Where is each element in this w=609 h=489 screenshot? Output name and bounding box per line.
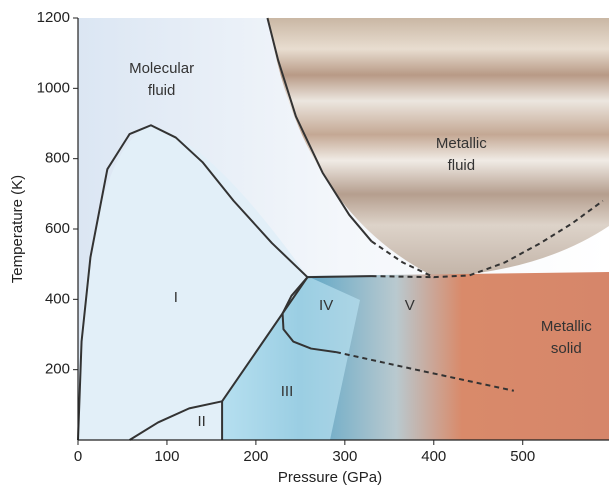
y-tick-label: 600 <box>45 220 70 237</box>
y-tick-label: 800 <box>45 150 70 167</box>
region-label: V <box>405 297 415 314</box>
x-tick-label: 400 <box>421 448 446 465</box>
chart: Pressure (GPa) Temperature (K) 0 100 200 30… <box>0 0 609 489</box>
x-tick-label: 200 <box>243 448 268 465</box>
x-axis-label: Pressure (GPa) <box>278 469 382 486</box>
phase-boundary <box>307 276 371 277</box>
x-tick-label: 100 <box>154 448 179 465</box>
region-label: Molecular <box>129 60 194 77</box>
y-axis-label: Temperature (K) <box>9 175 26 283</box>
y-tick-label: 400 <box>45 290 70 307</box>
y-tick-label: 1000 <box>37 79 70 96</box>
region-label: Metallic <box>436 135 487 152</box>
region-label: III <box>281 383 294 400</box>
region-label: solid <box>551 340 582 357</box>
y-tick-label: 200 <box>45 361 70 378</box>
region-label: Metallic <box>541 318 592 335</box>
region-label: I <box>174 289 178 306</box>
region-label: fluid <box>148 82 176 99</box>
x-tick-label: 500 <box>510 448 535 465</box>
y-tick-label: 1200 <box>37 9 70 26</box>
x-tick-label: 0 <box>74 448 82 465</box>
region-label: IV <box>319 297 333 314</box>
x-tick-label: 300 <box>332 448 357 465</box>
region-label: fluid <box>448 157 476 174</box>
region-label: II <box>197 413 205 430</box>
